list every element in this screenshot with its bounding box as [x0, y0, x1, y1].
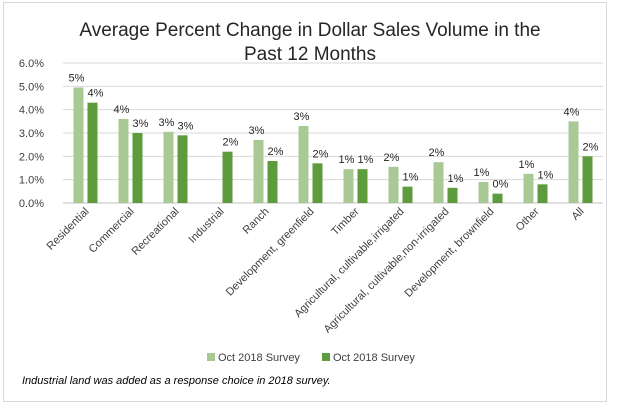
- legend-swatch-2: [322, 353, 330, 361]
- bar-2: [177, 135, 188, 203]
- bar-1: [343, 169, 354, 203]
- data-label: 4%: [114, 104, 130, 116]
- x-category-label: Development, brownfield: [403, 206, 497, 300]
- data-label: 1%: [474, 167, 490, 179]
- data-label: 3%: [294, 111, 310, 123]
- y-tick-label: 3.0%: [19, 128, 44, 140]
- y-tick-label: 5.0%: [19, 81, 44, 93]
- chart-title-line-1: Average Percent Change in Dollar Sales V…: [79, 20, 540, 41]
- bar-1: [253, 140, 264, 203]
- data-label: 2%: [384, 152, 400, 164]
- bar-1: [523, 173, 534, 203]
- data-label: 1%: [448, 173, 464, 185]
- y-tick-label: 6.0%: [19, 58, 44, 70]
- data-label: 4%: [88, 88, 104, 100]
- bar-2: [267, 161, 278, 203]
- x-category-label: All: [569, 206, 586, 223]
- bar-1: [73, 87, 84, 203]
- legend-label-2: Oct 2018 Survey: [333, 352, 415, 364]
- x-category-label: Commercial: [87, 206, 137, 256]
- bar-2: [132, 133, 143, 203]
- data-label: 1%: [519, 159, 535, 171]
- data-label: 3%: [178, 120, 194, 132]
- legend-label-1: Oct 2018 Survey: [218, 352, 300, 364]
- data-label: 2%: [223, 137, 239, 149]
- bar-2: [582, 156, 593, 203]
- bar-2: [447, 187, 458, 203]
- data-label: 0%: [493, 179, 509, 191]
- y-tick-label: 4.0%: [19, 105, 44, 117]
- bar-1: [388, 166, 399, 203]
- x-category-label: Development, greenfield: [224, 206, 317, 299]
- data-label: 2%: [583, 141, 599, 153]
- bar-1: [568, 121, 579, 203]
- bar-2: [222, 151, 233, 203]
- y-tick-label: 2.0%: [19, 151, 44, 163]
- data-label: 2%: [429, 147, 445, 159]
- chart-frame: [3, 2, 607, 402]
- x-category-label: Recreational: [129, 206, 181, 258]
- y-tick-label: 1.0%: [19, 175, 44, 187]
- y-tick-label: 0.0%: [19, 198, 44, 210]
- data-label: 1%: [339, 154, 355, 166]
- footnote: Industrial land was added as a response …: [22, 375, 331, 387]
- bar-2: [312, 163, 323, 203]
- bar-1: [118, 119, 129, 203]
- data-label: 1%: [403, 172, 419, 184]
- legend-swatch-1: [207, 353, 215, 361]
- data-label: 2%: [268, 146, 284, 158]
- bar-2: [402, 186, 413, 203]
- data-label: 5%: [69, 73, 85, 85]
- x-category-label: Industrial: [187, 206, 227, 246]
- data-label: 3%: [159, 117, 175, 129]
- data-label: 4%: [564, 106, 580, 118]
- x-category-label: Residential: [45, 206, 92, 253]
- bar-2: [87, 102, 98, 203]
- bar-1: [478, 182, 489, 203]
- chart-title-line-2: Past 12 Months: [244, 44, 376, 65]
- bar-2: [357, 169, 368, 203]
- bar-2: [492, 193, 503, 203]
- bar-1: [163, 131, 174, 203]
- data-label: 1%: [538, 169, 554, 181]
- bar-1: [433, 162, 444, 203]
- bar-2: [537, 184, 548, 203]
- x-category-label: Timber: [329, 205, 362, 238]
- data-label: 2%: [313, 148, 329, 160]
- data-label: 3%: [133, 118, 149, 130]
- bar-1: [298, 126, 309, 203]
- x-category-label: Other: [514, 205, 542, 233]
- x-category-label: Ranch: [241, 206, 272, 237]
- data-label: 3%: [249, 125, 265, 137]
- data-label: 1%: [358, 154, 374, 166]
